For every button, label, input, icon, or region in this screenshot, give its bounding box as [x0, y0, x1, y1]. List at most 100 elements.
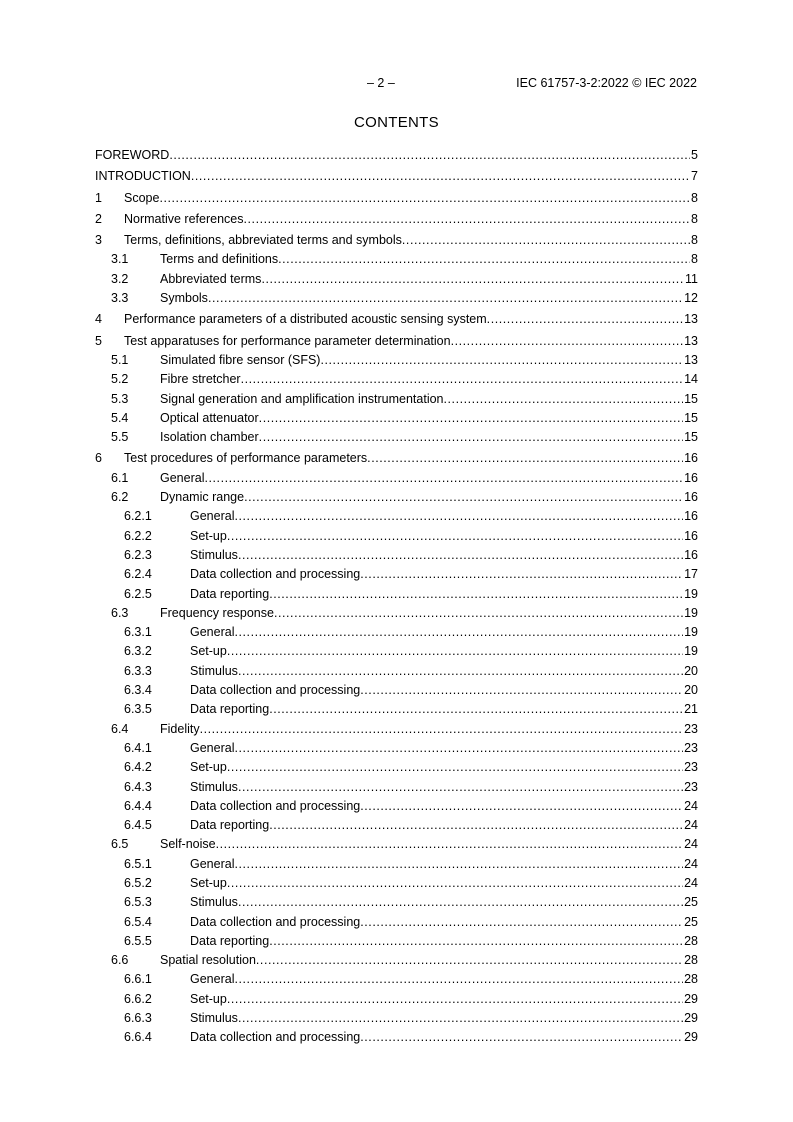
- leader-dots: [360, 565, 683, 584]
- toc-entry[interactable]: 6.3.4 Data collection and processing 20: [95, 681, 698, 700]
- toc-entry[interactable]: 6.4.2 Set-up 23: [95, 758, 698, 777]
- toc-entry-number: 6.6: [111, 953, 129, 968]
- leader-dots: [216, 835, 684, 854]
- toc-entry[interactable]: 6.1 General 16: [95, 469, 698, 488]
- toc-entry[interactable]: 6.5.4 Data collection and processing 25: [95, 913, 698, 932]
- toc-entry-title: Data reporting: [190, 702, 270, 717]
- toc-entry-title: Scope: [124, 190, 160, 205]
- toc-entry[interactable]: 5.5 Isolation chamber 15: [95, 428, 698, 447]
- toc-entry-page: 16: [684, 509, 698, 524]
- toc-entry[interactable]: 6.5.1 General 24: [95, 855, 698, 874]
- toc-entry-page: 20: [684, 663, 698, 678]
- toc-entry[interactable]: 6.6.2 Set-up 29: [95, 990, 698, 1009]
- toc-entry[interactable]: 6.4.3 Stimulus 23: [95, 778, 698, 797]
- toc-entry-page: 29: [684, 1011, 698, 1026]
- toc-entry[interactable]: 6.5.5 Data reporting 28: [95, 932, 698, 951]
- toc-entry-title: Fidelity: [160, 721, 200, 736]
- toc-entry-page: 8: [691, 233, 698, 248]
- toc-entry-number: 3.2: [111, 271, 129, 286]
- toc-entry-number: 6.5.5: [124, 933, 152, 948]
- toc-entry[interactable]: 4 Performance parameters of a distributed…: [95, 310, 698, 329]
- toc-entry-page: 8: [691, 252, 698, 267]
- toc-entry-number: 6.5.2: [124, 875, 152, 890]
- toc-entry[interactable]: 6.2.4 Data collection and processing 17: [95, 565, 698, 584]
- toc-entry[interactable]: INTRODUCTION 7: [95, 167, 698, 186]
- toc-entry-page: 17: [684, 567, 698, 582]
- toc-entry-page: 15: [684, 391, 698, 406]
- toc-entry-page: 28: [684, 953, 698, 968]
- toc-entry-number: 6.4.1: [124, 740, 152, 755]
- document-id: IEC 61757-3-2:2022 © IEC 2022: [516, 76, 697, 90]
- toc-entry-number: 5.3: [111, 391, 129, 406]
- toc-entry[interactable]: 6.2.3 Stimulus 16: [95, 546, 698, 565]
- toc-entry-title: Set-up: [190, 991, 227, 1006]
- toc-entry-number: 1: [95, 190, 102, 205]
- toc-entry-title: FOREWORD: [95, 148, 170, 162]
- toc-entry[interactable]: 6.4 Fidelity 23: [95, 720, 698, 739]
- toc-entry-title: Fibre stretcher: [160, 372, 241, 387]
- toc-entry-title: General: [190, 509, 235, 524]
- toc-entry[interactable]: 5.1 Simulated fibre sensor (SFS) 13: [95, 351, 698, 370]
- toc-entry[interactable]: 6.3.1 General 19: [95, 623, 698, 642]
- toc-entry[interactable]: 6.5.2 Set-up 24: [95, 874, 698, 893]
- toc-entry-number: 6.4.2: [124, 760, 152, 775]
- toc-entry-title: Optical attenuator: [160, 410, 259, 425]
- leader-dots: [234, 507, 683, 526]
- toc-entry[interactable]: FOREWORD 5: [95, 146, 698, 165]
- toc-entry[interactable]: 5.3 Signal generation and amplification i…: [95, 390, 698, 409]
- toc-entry[interactable]: 1 Scope 8: [95, 189, 698, 208]
- toc-entry[interactable]: 6.3.2 Set-up 19: [95, 642, 698, 661]
- toc-entry[interactable]: 3.1 Terms and definitions 8: [95, 250, 698, 269]
- toc-entry[interactable]: 6 Test procedures of performance paramete…: [95, 449, 698, 468]
- toc-entry-number: 3.3: [111, 291, 129, 306]
- toc-entry[interactable]: 6.3.5 Data reporting 21: [95, 700, 698, 719]
- leader-dots: [234, 739, 683, 758]
- toc-entry[interactable]: 6.6 Spatial resolution 28: [95, 951, 698, 970]
- toc-entry-page: 29: [684, 1030, 698, 1045]
- toc-entry-title: Performance parameters of a distributed …: [124, 312, 487, 327]
- toc-entry-page: 12: [684, 291, 698, 306]
- toc-entry[interactable]: 2 Normative references 8: [95, 210, 698, 229]
- toc-entry-number: 5: [95, 333, 102, 348]
- toc-entry[interactable]: 6.3.3 Stimulus 20: [95, 662, 698, 681]
- toc-entry[interactable]: 6.2.1 General 16: [95, 507, 698, 526]
- toc-entry-number: 6.6.2: [124, 991, 152, 1006]
- toc-entry[interactable]: 6.5.3 Stimulus 25: [95, 893, 698, 912]
- leader-dots: [238, 546, 683, 565]
- leader-dots: [244, 488, 683, 507]
- toc-entry[interactable]: 5.2 Fibre stretcher 14: [95, 370, 698, 389]
- toc-entry[interactable]: 6.6.4 Data collection and processing 29: [95, 1028, 698, 1047]
- toc-entry-page: 23: [684, 740, 698, 755]
- toc-entry-title: INTRODUCTION: [95, 169, 191, 184]
- toc-entry-page: 19: [684, 644, 698, 659]
- toc-entry[interactable]: 6.3 Frequency response 19: [95, 604, 698, 623]
- toc-entry[interactable]: 3.3 Symbols 12: [95, 289, 698, 308]
- toc-entry-page: 5: [691, 148, 698, 162]
- leader-dots: [360, 681, 683, 700]
- leader-dots: [274, 604, 683, 623]
- leader-dots: [261, 270, 684, 289]
- leader-dots: [269, 932, 683, 951]
- toc-entry[interactable]: 6.4.1 General 23: [95, 739, 698, 758]
- toc-entry-title: Test procedures of performance parameter…: [124, 451, 368, 466]
- toc-entry-title: General: [190, 740, 235, 755]
- toc-entry-page: 23: [684, 760, 698, 775]
- leader-dots: [234, 623, 683, 642]
- toc-entry[interactable]: 6.2 Dynamic range 16: [95, 488, 698, 507]
- toc-entry[interactable]: 3.2 Abbreviated terms 11: [95, 270, 698, 289]
- toc-entry[interactable]: 5 Test apparatuses for performance parame…: [95, 332, 698, 351]
- toc-entry[interactable]: 5.4 Optical attenuator 15: [95, 409, 698, 428]
- toc-entry[interactable]: 3 Terms, definitions, abbreviated terms a…: [95, 231, 698, 250]
- toc-entry[interactable]: 6.6.1 General 28: [95, 970, 698, 989]
- toc-entry[interactable]: 6.6.3 Stimulus 29: [95, 1009, 698, 1028]
- toc-entry[interactable]: 6.2.5 Data reporting 19: [95, 585, 698, 604]
- table-of-contents: FOREWORD 5 INTRODUCTION 7 1 Scope 8 2 Normative …: [95, 146, 698, 1048]
- toc-entry[interactable]: 6.5 Self-noise 24: [95, 835, 698, 854]
- leader-dots: [238, 1009, 683, 1028]
- toc-entry-title: Data reporting: [190, 586, 270, 601]
- toc-entry[interactable]: 6.2.2 Set-up 16: [95, 527, 698, 546]
- toc-entry[interactable]: 6.4.4 Data collection and processing 24: [95, 797, 698, 816]
- leader-dots: [238, 893, 683, 912]
- toc-entry[interactable]: 6.4.5 Data reporting 24: [95, 816, 698, 835]
- toc-entry-page: 19: [684, 605, 698, 620]
